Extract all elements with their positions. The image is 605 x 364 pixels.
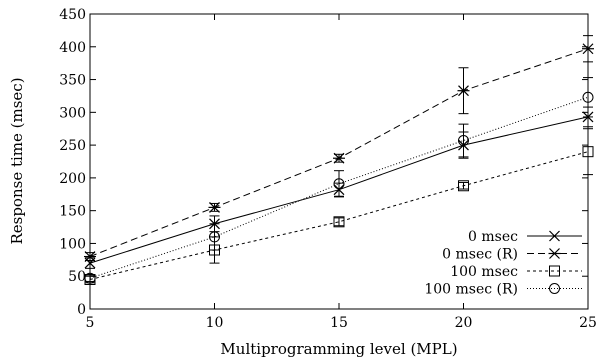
series-line: [89, 151, 589, 280]
legend-item: 100 msec: [450, 264, 582, 280]
legend-item: 100 msec (R): [424, 282, 582, 298]
legend-label: 100 msec: [450, 264, 518, 280]
data-point: [458, 135, 469, 147]
marker-circle: [458, 135, 469, 147]
x-tick-label: 25: [579, 315, 597, 331]
legend-marker: [549, 230, 560, 242]
y-tick-label: 50: [68, 269, 86, 285]
legend-label: 0 msec: [468, 229, 518, 245]
x-tick-label: 20: [455, 315, 473, 331]
marker-stroke: [549, 230, 560, 242]
error-bar: [458, 123, 469, 158]
series-3: [84, 77, 594, 284]
marker-square: [582, 146, 594, 158]
y-tick-label: 200: [59, 171, 86, 187]
error-bar: [334, 170, 344, 198]
series-line: [89, 96, 589, 279]
marker-circle: [549, 283, 560, 294]
y-tick-label: 150: [59, 204, 86, 220]
y-tick-label: 300: [59, 105, 86, 121]
series-1: [84, 35, 594, 262]
data-point: [582, 146, 594, 158]
data-point: [458, 180, 469, 192]
legend-label: 0 msec (R): [442, 247, 518, 263]
data-point: [582, 43, 594, 55]
y-tick-label: 400: [59, 40, 86, 56]
error-bar: [209, 223, 220, 251]
error-bar: [458, 181, 469, 190]
x-tick-label: 15: [330, 315, 348, 331]
data-point: [457, 85, 470, 97]
legend-marker: [548, 248, 561, 259]
x-tick-label: 10: [206, 315, 224, 331]
marker-square: [549, 265, 560, 277]
error-bar: [583, 128, 593, 176]
y-tick-label: 0: [77, 302, 86, 318]
legend-marker: [549, 265, 560, 277]
y-axis: 0 50 100 150 200 250 300 350 400 450: [59, 7, 588, 318]
x-axis: 5 10 15 20 25: [86, 14, 597, 331]
x-axis-title: Multiprogramming level (MPL): [220, 340, 457, 358]
marker-circle: [209, 231, 220, 243]
data-point: [209, 231, 220, 243]
data-point: [333, 216, 345, 228]
y-tick-label: 350: [59, 73, 86, 89]
data-point: [84, 251, 96, 262]
series-layer: [84, 35, 594, 285]
legend-item: 0 msec: [468, 229, 582, 245]
y-tick-label: 450: [59, 7, 86, 23]
error-bar: [334, 217, 344, 227]
data-point: [333, 178, 345, 190]
y-tick-label: 100: [59, 236, 86, 252]
marker-square: [458, 180, 469, 192]
legend-label: 100 msec (R): [424, 282, 518, 298]
data-point: [84, 272, 96, 284]
data-point: [333, 152, 345, 164]
y-axis-title: Response time (msec): [8, 77, 26, 244]
marker-circle: [333, 178, 345, 190]
marker-circle: [582, 91, 594, 103]
marker-square: [333, 216, 345, 228]
legend-marker: [549, 283, 560, 294]
legend-item: 0 msec (R): [442, 247, 582, 263]
legend: 0 msec 0 msec (R)100 msec 100 msec (R): [424, 229, 582, 298]
y-tick-label: 250: [59, 138, 86, 154]
marker-circle: [84, 272, 96, 284]
error-bar: [583, 77, 593, 118]
x-tick-label: 5: [86, 315, 95, 331]
data-point: [582, 91, 594, 103]
data-point: [208, 201, 221, 213]
